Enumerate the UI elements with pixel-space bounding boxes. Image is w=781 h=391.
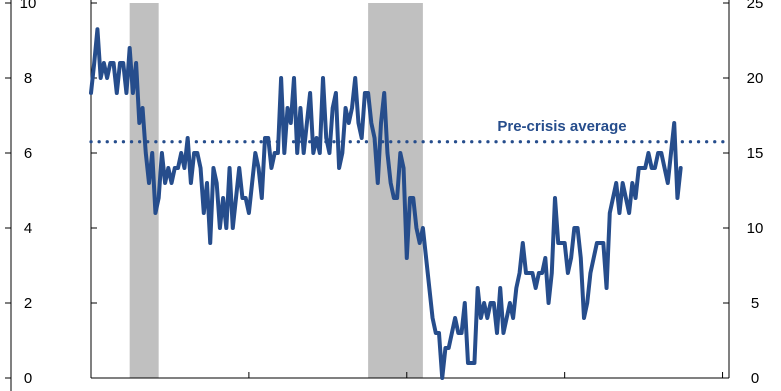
- right-tick-label-15: 15: [747, 145, 764, 162]
- left-tick-label-6: 6: [24, 145, 32, 162]
- right-tick-label-10: 10: [747, 220, 764, 237]
- right-tick-label-25: 25: [747, 0, 764, 12]
- left-tick-label-10: 10: [20, 0, 37, 12]
- left-tick-label-8: 8: [24, 70, 32, 87]
- left-y-ticks: 0 2 4 6 8 10: [5, 0, 97, 387]
- left-tick-label-4: 4: [24, 220, 32, 237]
- left-tick-label-2: 2: [24, 295, 32, 312]
- shaded-periods: [129, 3, 423, 378]
- right-tick-label-0: 0: [751, 370, 759, 387]
- shaded-period-2: [368, 3, 423, 378]
- series-line-1: [89, 27, 683, 380]
- x-ticks: [90, 372, 724, 378]
- series-layer: [89, 27, 683, 380]
- reference-lines: Pre-crisis average: [89, 118, 731, 144]
- right-tick-label-5: 5: [751, 295, 759, 312]
- reference-line-label-1: Pre-crisis average: [497, 118, 626, 135]
- right-y-ticks: 0 5 10 15 20 25: [723, 0, 763, 387]
- left-tick-label-0: 0: [24, 370, 32, 387]
- right-tick-label-20: 20: [747, 70, 764, 87]
